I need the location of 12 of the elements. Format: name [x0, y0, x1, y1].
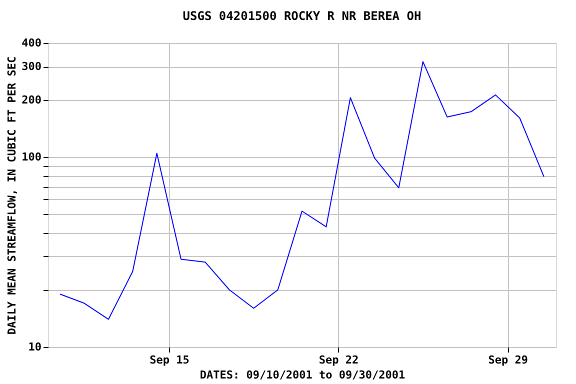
- chart-title: USGS 04201500 ROCKY R NR BEREA OH: [182, 9, 422, 23]
- y-axis-title: DAILY MEAN STREAMFLOW, IN CUBIC FT PER SEC: [6, 56, 19, 335]
- x-axis-title: DATES: 09/10/2001 to 09/30/2001: [200, 368, 406, 382]
- y-tick-label: 400: [22, 36, 42, 50]
- x-tick-label: Sep 29: [488, 354, 528, 366]
- y-tick-label: 10: [28, 340, 42, 354]
- y-tick-label: 300: [22, 60, 42, 74]
- x-tick-label: Sep 15: [150, 354, 190, 366]
- y-tick-label: 100: [22, 150, 42, 164]
- line-series: [60, 61, 544, 320]
- y-tick-label: 200: [22, 94, 42, 107]
- x-tick-label: Sep 22: [318, 354, 359, 366]
